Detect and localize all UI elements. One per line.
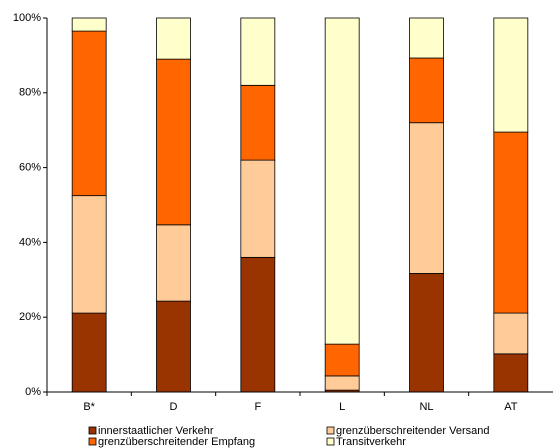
x-tick-label: D bbox=[170, 401, 178, 413]
bar-segment bbox=[240, 84, 276, 161]
legend-label: Transitverkehr bbox=[336, 436, 406, 448]
x-tick-label: AT bbox=[504, 401, 518, 413]
bar-segment bbox=[240, 256, 276, 393]
bar-segment bbox=[324, 17, 360, 345]
bar-segment bbox=[156, 224, 191, 302]
bar-segment bbox=[324, 343, 360, 377]
bar-segment bbox=[324, 375, 360, 391]
x-tick-label: B* bbox=[83, 401, 95, 413]
bar-segment bbox=[156, 300, 191, 393]
bar-segment bbox=[71, 312, 107, 393]
bar-segment bbox=[409, 57, 444, 124]
y-tick-label: 60% bbox=[19, 162, 41, 174]
bar-segment bbox=[493, 312, 529, 355]
y-tick-label: 100% bbox=[13, 12, 41, 24]
bar-segment bbox=[493, 353, 529, 393]
legend-swatch bbox=[326, 426, 335, 435]
bar-segment bbox=[240, 17, 276, 86]
bar-segment bbox=[409, 273, 444, 393]
x-tick-label: NL bbox=[419, 401, 433, 413]
legend-label: grenzüberschreitender Versand bbox=[336, 425, 489, 437]
bar-segment bbox=[409, 17, 444, 59]
legend-swatch bbox=[88, 437, 97, 446]
bar-segment bbox=[71, 30, 107, 197]
bar-segment bbox=[156, 58, 191, 226]
y-tick-label: 0% bbox=[25, 386, 41, 398]
bar-segment bbox=[71, 195, 107, 314]
bar-segment bbox=[493, 17, 529, 133]
legend-swatch bbox=[88, 426, 97, 435]
y-tick-label: 20% bbox=[19, 311, 41, 323]
x-tick-label: F bbox=[254, 401, 261, 413]
y-tick-label: 80% bbox=[19, 87, 41, 99]
bar-segment bbox=[71, 17, 107, 32]
bar-segment bbox=[240, 159, 276, 258]
x-tick-label: L bbox=[339, 401, 345, 413]
legend-label: innerstaatlicher Verkehr bbox=[98, 425, 214, 437]
y-tick-label: 40% bbox=[19, 236, 41, 248]
legend-swatch bbox=[326, 437, 335, 446]
bar-segment bbox=[493, 131, 529, 314]
bar-segment bbox=[409, 122, 444, 274]
bar-segment bbox=[156, 17, 191, 60]
legend-label: grenzüberschreitender Empfang bbox=[98, 436, 255, 448]
